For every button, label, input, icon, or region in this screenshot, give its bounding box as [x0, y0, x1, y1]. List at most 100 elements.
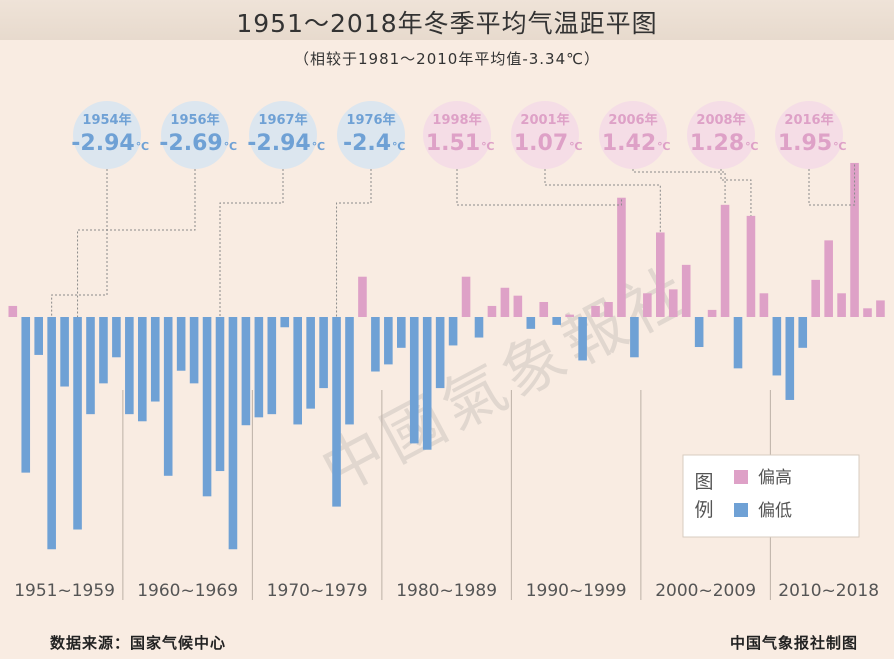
highlight-bubble-2006 — [599, 101, 667, 169]
highlight-value-1998: 1.51 — [426, 131, 480, 156]
bar-1979 — [371, 317, 380, 372]
decade-label-5: 2000~2009 — [655, 581, 756, 601]
highlight-unit-1956: ℃ — [224, 140, 237, 153]
connector-2006 — [632, 169, 726, 205]
chart-subtitle: （相较于1981～2010年平均值-3.34℃） — [293, 50, 600, 68]
highlight-bubble-2008 — [687, 101, 755, 169]
bar-2013 — [811, 279, 820, 317]
bar-1952 — [21, 317, 31, 473]
legend-label-high: 偏高 — [758, 468, 792, 488]
bar-1988 — [487, 305, 497, 317]
bar-1978 — [358, 276, 367, 317]
highlight-bubble-1976 — [337, 101, 405, 169]
bar-1963 — [163, 317, 173, 476]
bar-1983 — [422, 317, 432, 450]
data-source: 数据来源：国家气候中心 — [50, 634, 227, 652]
highlight-value-1956: -2.69 — [159, 131, 222, 156]
bar-1973 — [293, 317, 302, 425]
bar-1976 — [332, 317, 341, 507]
legend-swatch-low — [734, 503, 748, 517]
bar-2015 — [837, 293, 846, 317]
bar-2012 — [798, 317, 808, 348]
highlight-unit-2016: ℃ — [833, 140, 846, 153]
bar-1951 — [8, 305, 18, 317]
bar-1999 — [630, 317, 639, 358]
bar-1998 — [617, 197, 626, 317]
bar-2018 — [876, 300, 885, 317]
highlight-bubble-2016 — [775, 101, 843, 169]
highlight-year-1954: 1954年 — [82, 112, 131, 128]
legend-title-bottom: 例 — [694, 499, 713, 521]
bar-1975 — [319, 317, 328, 389]
bar-2008 — [746, 215, 756, 317]
bar-1961 — [138, 317, 147, 422]
highlight-unit-2008: ℃ — [745, 140, 758, 153]
decade-label-2: 1970~1979 — [267, 581, 368, 601]
connector-1998 — [456, 169, 622, 206]
bar-1981 — [397, 317, 406, 348]
connector-2001 — [544, 169, 661, 233]
bar-1993 — [552, 317, 561, 325]
bar-1992 — [539, 301, 549, 317]
connector-2008 — [720, 169, 752, 216]
highlight-bubble-2001 — [511, 101, 579, 169]
bar-1967 — [215, 317, 225, 472]
bar-1990 — [513, 295, 523, 317]
highlight-year-1967: 1967年 — [258, 112, 307, 128]
highlight-bubble-1998 — [423, 101, 491, 169]
bar-1991 — [526, 317, 536, 329]
bar-2011 — [785, 317, 795, 400]
bar-1968 — [228, 317, 238, 550]
bar-2004 — [694, 317, 704, 348]
bar-1980 — [384, 317, 393, 365]
bar-1960 — [125, 317, 134, 415]
decade-label-1: 1960~1969 — [137, 581, 238, 601]
bar-1958 — [99, 317, 108, 384]
connector-2016 — [808, 162, 856, 206]
highlight-year-2001: 2001年 — [520, 112, 569, 128]
highlight-value-2008: 1.28 — [690, 131, 744, 156]
decade-label-0: 1951~1959 — [14, 581, 115, 601]
bar-2009 — [759, 293, 769, 317]
highlight-bubble-1956 — [161, 101, 229, 169]
highlight-unit-1976: ℃ — [392, 140, 405, 153]
bar-2010 — [772, 317, 782, 376]
bar-1956 — [73, 317, 82, 530]
highlight-value-2001: 1.07 — [514, 131, 568, 156]
highlight-unit-1954: ℃ — [136, 140, 149, 153]
bar-1965 — [189, 317, 199, 384]
bar-1971 — [267, 317, 277, 415]
bar-1970 — [254, 317, 264, 418]
legend-title-top: 图 — [694, 471, 713, 493]
bar-2005 — [707, 309, 717, 317]
chart-title: 1951～2018年冬季平均气温距平图 — [236, 9, 658, 38]
bar-2016 — [850, 162, 859, 317]
highlight-year-2008: 2008年 — [696, 112, 745, 128]
bar-1994 — [565, 314, 574, 317]
bar-1957 — [86, 317, 95, 415]
bar-1959 — [112, 317, 121, 358]
bar-1974 — [306, 317, 315, 409]
bar-1954 — [47, 317, 56, 550]
legend-label-low: 偏低 — [758, 501, 792, 521]
bar-1955 — [60, 317, 69, 387]
bar-1977 — [345, 317, 354, 425]
bar-1989 — [500, 287, 510, 317]
bar-2007 — [733, 317, 743, 369]
highlight-bubble-1954 — [73, 101, 141, 169]
bar-1972 — [280, 317, 290, 328]
highlight-unit-2006: ℃ — [657, 140, 670, 153]
highlight-value-1976: -2.4 — [343, 131, 391, 156]
bar-1969 — [241, 317, 251, 426]
highlight-value-2006: 1.42 — [602, 131, 656, 156]
legend-swatch-high — [734, 470, 748, 484]
credit: 中国气象报社制图 — [729, 634, 858, 652]
bar-1995 — [578, 317, 587, 361]
highlight-value-2016: 1.95 — [778, 131, 832, 156]
bar-1982 — [409, 317, 419, 444]
bar-1986 — [461, 276, 471, 317]
bar-1962 — [150, 317, 160, 402]
highlight-year-2016: 2016年 — [784, 112, 833, 128]
connector-1976 — [336, 169, 372, 317]
